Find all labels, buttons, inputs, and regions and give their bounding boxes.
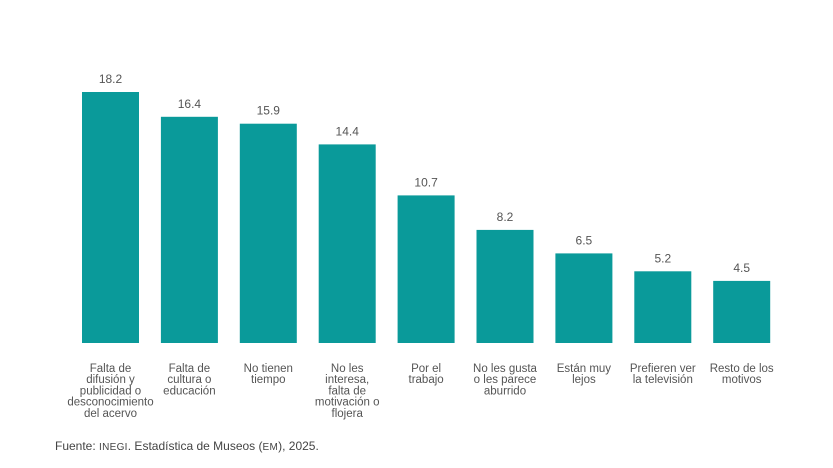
data-label-2: 16.4 [178,97,202,111]
data-label-5: 10.7 [414,175,438,189]
bar-9 [713,280,771,343]
category-label-line: falta de [328,385,366,397]
source-suffix: ), 2025. [278,439,319,453]
category-label-line: difusión y [86,374,135,386]
category-label-line: Por el [411,363,441,375]
bar-7 [555,253,613,343]
category-label-line: educación [163,385,215,397]
category-label-line: desconocimiento [67,397,153,409]
data-label-9: 4.5 [733,261,750,275]
category-label-line: o les parece [474,374,537,386]
category-label-line: No les gusta [473,363,538,375]
category-label-line: Resto de los [710,363,774,375]
category-label-line: motivación o [315,397,380,409]
category-label-line: No les [331,363,364,375]
data-label-4: 14.4 [336,124,360,138]
source-org: INEGI [99,442,128,453]
category-label-line: flojera [332,408,364,420]
category-label-line: Falta de [169,363,211,375]
data-label-3: 15.9 [257,104,281,118]
category-label-4: No les interesa, falta de motivación o floje… [315,363,380,420]
category-label-line: aburrido [484,385,526,397]
category-label-5: Por el trabajo [409,363,444,386]
category-label-8: Prefieren ver la televisión [630,363,696,386]
category-label-line: trabajo [409,374,444,386]
bar-2 [160,116,218,343]
category-label-line: publicidad o [80,385,141,397]
data-label-1: 18.2 [99,72,123,86]
data-label-7: 6.5 [576,233,593,247]
data-label-8: 5.2 [654,251,671,265]
bar-4 [318,144,376,343]
category-label-line: cultura o [167,374,211,386]
category-label-1: Falta de difusión y publicidad o desconocim… [67,363,153,420]
category-label-2: Falta de cultura o educación [163,363,215,397]
category-label-line: Prefieren ver [630,363,696,375]
category-label-9: Resto de los motivos [710,363,774,386]
source-note: Fuente: INEGI. Estadística de Museos (EM… [55,439,319,453]
bar-3 [239,123,297,343]
bar-8 [634,271,692,343]
bar-5 [397,195,455,343]
category-label-3: No tienen tiempo [244,363,293,386]
source-prefix: Fuente: [55,439,100,453]
source-middle: . Estadística de Museos ( [127,439,263,453]
category-label-7: Están muy lejos [557,363,612,386]
category-label-line: No tienen [244,363,293,375]
data-label-6: 8.2 [497,210,514,224]
category-label-line: Falta de [90,363,132,375]
category-label-line: del acervo [84,408,137,420]
category-label-line: Están muy [557,363,612,375]
category-label-line: motivos [722,374,762,386]
bar-1 [82,92,139,343]
category-label-line: lejos [572,374,596,386]
category-label-line: la televisión [633,374,693,386]
category-label-line: interesa, [325,374,369,386]
bar-6 [476,229,534,343]
source-abbr: EM [262,442,279,453]
category-label-line: tiempo [251,374,286,386]
category-label-6: No les gusta o les parece aburrido [473,363,538,397]
